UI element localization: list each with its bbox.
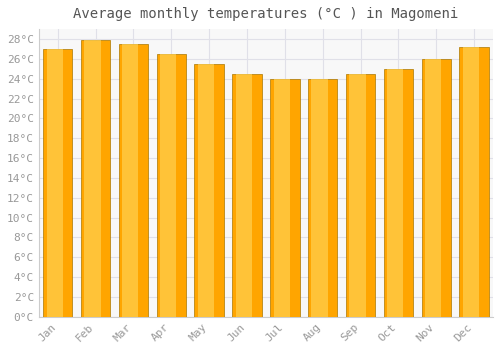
Bar — [236, 74, 252, 317]
Bar — [198, 64, 214, 317]
Bar — [118, 44, 148, 317]
Bar — [122, 44, 138, 317]
Bar — [46, 49, 63, 317]
Bar — [274, 79, 290, 317]
Bar — [43, 49, 72, 317]
Bar — [387, 69, 404, 317]
Bar — [270, 79, 300, 317]
Bar — [346, 74, 376, 317]
Bar — [84, 40, 100, 317]
Bar — [308, 79, 338, 317]
Title: Average monthly temperatures (°C ) in Magomeni: Average monthly temperatures (°C ) in Ma… — [74, 7, 458, 21]
Bar — [194, 64, 224, 317]
Bar — [160, 54, 176, 317]
Bar — [463, 47, 479, 317]
Bar — [232, 74, 262, 317]
Bar — [384, 69, 413, 317]
Bar — [312, 79, 328, 317]
Bar — [156, 54, 186, 317]
Bar — [425, 59, 442, 317]
Bar — [350, 74, 366, 317]
Bar — [81, 40, 110, 317]
Bar — [422, 59, 451, 317]
Bar — [460, 47, 489, 317]
